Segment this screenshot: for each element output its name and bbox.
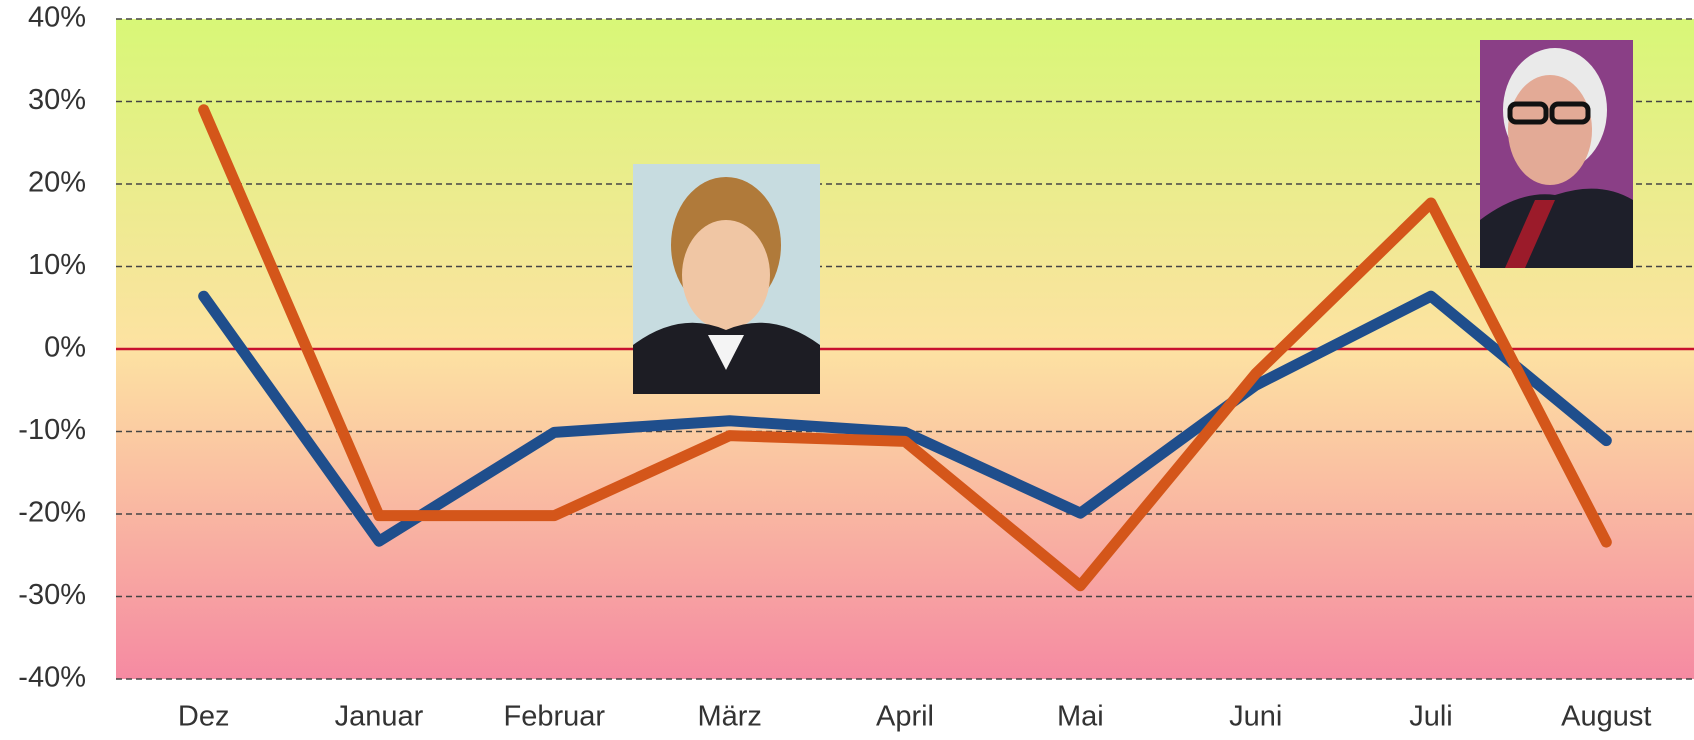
- x-tick-label: März: [697, 701, 761, 733]
- x-tick-label: Januar: [335, 701, 424, 733]
- y-tick-label: -10%: [18, 414, 86, 446]
- chart: -40% -30% -20% -10% 0% 10% 20% 30% 40% Dez Januar F…: [0, 0, 1694, 740]
- x-tick-label: Mai: [1057, 701, 1104, 733]
- y-tick-label: 40%: [28, 2, 86, 34]
- x-tick-label: Februar: [504, 701, 606, 733]
- photo-merkel: [633, 164, 820, 394]
- x-tick-label: Dez: [178, 701, 230, 733]
- y-tick-label: -20%: [18, 497, 86, 529]
- y-tick-label: 20%: [28, 167, 86, 199]
- y-tick-label: 10%: [28, 249, 86, 281]
- x-tick-label: August: [1561, 701, 1651, 733]
- y-tick-label: -30%: [18, 579, 86, 611]
- x-tick-label: Juli: [1409, 701, 1453, 733]
- x-tick-label: April: [876, 701, 934, 733]
- y-tick-label: 30%: [28, 84, 86, 116]
- x-tick-label: Juni: [1229, 701, 1282, 733]
- y-tick-label: 0%: [44, 332, 86, 364]
- y-tick-label: -40%: [18, 662, 86, 694]
- photo-steinmeier: [1480, 40, 1633, 268]
